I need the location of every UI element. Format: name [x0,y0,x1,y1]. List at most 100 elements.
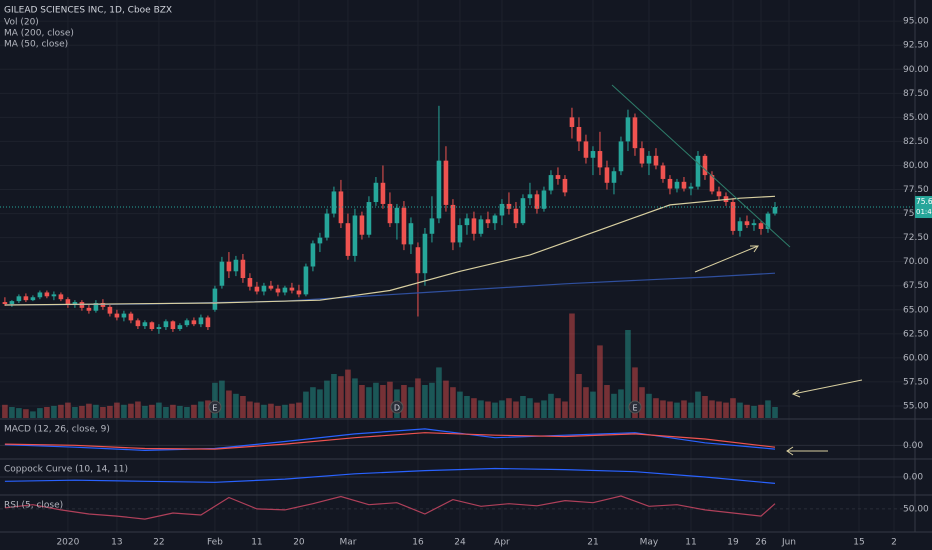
candle-body [226,261,232,272]
volume-bar [723,402,729,418]
candle-body [366,202,372,235]
arrow-head [791,389,801,398]
candle-body [590,151,596,158]
volume-bar [331,374,337,418]
candle-body [9,301,15,304]
candle-body [247,278,253,287]
volume-bar [583,387,589,418]
volume-bar [366,387,372,418]
candle-body [289,287,295,291]
candle-body [86,307,92,311]
candle-body [555,175,561,179]
candle-body [254,286,260,292]
volume-bar [219,380,225,418]
grid [0,0,932,533]
candle-body [37,292,43,298]
x-tick-label: Jun [781,538,796,548]
volume-bar [86,403,92,418]
candle-body [548,175,554,191]
candle-body [212,288,218,310]
volume-bar [37,408,43,418]
candle-body [352,215,358,256]
volume-bar [72,407,78,418]
y-tick-label: 0.00 [903,473,923,483]
volume-bar [604,385,610,418]
candle-body [2,302,8,304]
candle-body [324,213,330,238]
volume-bar [303,391,309,418]
volume-bar [611,393,617,418]
candle-body [310,243,316,267]
candle-body [114,313,120,318]
volume-bar [212,382,218,418]
event-label: E [212,404,217,413]
volume-bar [177,405,183,418]
candle-body [219,261,225,286]
pane-title: MACD (12, 26, close, 9) [4,425,110,435]
volume-bar [653,398,659,418]
candle-body [72,302,78,305]
indicator-line [4,495,776,520]
volume-bar [520,396,526,418]
volume-bar [730,398,736,418]
candle-body [100,303,106,307]
candle-body [716,191,722,197]
candle-body [415,247,421,274]
volume-bar [226,390,232,418]
candle-body [380,182,386,204]
volume-bar [443,380,449,418]
volume-bar [387,381,393,418]
volume-bar [576,374,582,418]
x-tick-label: 24 [454,538,466,548]
arrow [694,245,759,273]
volume-bar [450,387,456,418]
legend-entry: Vol (20) [4,18,39,28]
volume-bar [660,400,666,418]
volume-bar [128,403,134,418]
candle-body [702,155,708,176]
candle-body [65,299,71,305]
volume-bar [247,401,253,418]
y-tick-label: 50.00 [903,504,929,514]
candle-body [765,213,771,229]
last-price-box [915,196,932,219]
volume-bar [16,408,22,418]
candle-body [142,322,148,327]
volume-bar [93,404,99,418]
candle-body [331,191,337,214]
volume-bar [688,402,694,418]
y-tick-label: 70.00 [903,257,929,267]
x-tick-label: 2 [891,538,897,548]
x-tick-label: 2020 [56,538,79,548]
candle-body [604,167,610,183]
volume-bar [401,385,407,418]
y-tick-label: 92.50 [903,41,929,51]
volume-bar [359,385,365,418]
pane-title: RSI (5, close) [4,501,63,511]
volume-bar [737,402,743,418]
volume-bar [65,402,71,418]
volume-bar [625,330,631,418]
candle-body [681,181,687,189]
event-marker [208,400,222,414]
volume-bar [156,402,162,418]
volume-bar [429,382,435,418]
volume-bar [590,391,596,418]
y-tick-label: 60.00 [903,353,929,363]
candle-body [198,317,204,325]
event-marker [390,400,404,414]
chart-title: GILEAD SCIENCES INC, 1D, Cboe BZX [4,6,172,16]
volume-bar [485,401,491,418]
candle-body [576,126,582,142]
volume-bar [317,389,323,418]
volume-bar [296,402,302,418]
candle-body [758,223,764,229]
candle-body [457,225,463,243]
legend-entry: MA (200, close) [4,29,74,39]
volume-bar [744,404,750,418]
volume-bar [310,387,316,418]
y-tick-label: 62.50 [903,329,929,339]
event-marker [628,400,642,414]
y-tick-label: 85.00 [903,113,929,123]
